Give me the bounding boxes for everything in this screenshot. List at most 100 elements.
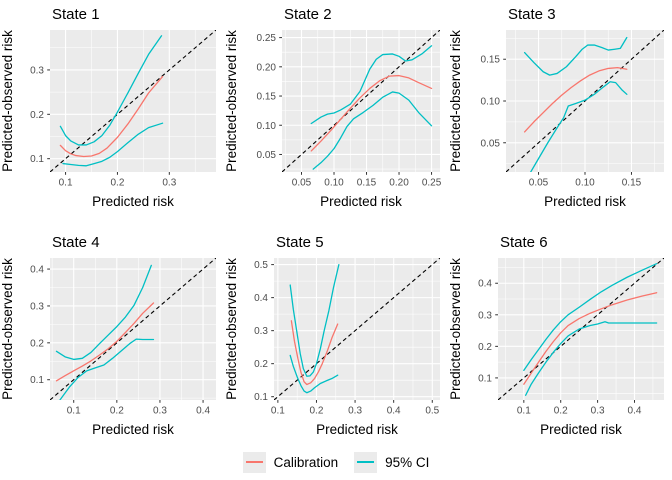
x-tick-label: 0.10	[324, 178, 344, 189]
x-tick-label: 0.2	[310, 406, 324, 417]
facet-panel: 0.05 0.10 0.15 0.20 0.25 0.05 0.10 0.15 0.20 0.25…	[224, 0, 448, 216]
y-axis-title: Predicted-observed risk	[448, 258, 463, 400]
x-tick-label: 0.3	[591, 406, 605, 417]
x-tick-label: 0.2	[110, 406, 124, 417]
gridlines	[498, 258, 664, 400]
x-tick-label: 0.4	[387, 406, 401, 417]
y-tick-label: 0.3	[478, 310, 492, 321]
x-tick-label: 0.05	[529, 178, 549, 189]
identity-reference-line	[506, 30, 664, 172]
x-axis-title: Predicted risk	[92, 194, 174, 209]
facet-title: State 4	[52, 234, 100, 251]
y-tick-label: 0.2	[478, 342, 492, 353]
x-tick-label: 0.1	[517, 406, 531, 417]
y-tick-label: 0.5	[254, 260, 268, 271]
x-axis-title: Predicted risk	[316, 422, 398, 437]
y-axis-title: Predicted-observed risk	[224, 258, 239, 400]
y-tick-label: 0.1	[30, 375, 44, 386]
x-axis-title: Predicted risk	[540, 422, 622, 437]
series-95-ci-lower	[312, 91, 433, 170]
facet-plot: 0.05 0.10 0.15 0.20 0.25 0.05 0.10 0.15 0.20 0.25…	[224, 6, 442, 209]
series-calibration	[523, 292, 658, 385]
x-axis-title: Predicted risk	[320, 194, 402, 209]
x-tick-label: 0.10	[575, 178, 595, 189]
y-tick-label: 0.25	[257, 33, 277, 44]
y-tick-label: 0.4	[254, 293, 268, 304]
legend-key-calibration	[242, 451, 266, 473]
facet-panel: 0.1 0.2 0.3 0.4 0.5 0.1 0.2 0.3 0.4 0.5 State 5 Pre…	[224, 228, 448, 444]
facet-grid: 0.1 0.2 0.3 0.1 0.2 0.3 State 1 Predicted risk P…	[0, 0, 672, 444]
y-tick-label: 0.4	[478, 279, 492, 290]
y-tick-label: 0.1	[254, 392, 268, 403]
x-axis-title: Predicted risk	[92, 422, 174, 437]
x-tick-label: 0.15	[622, 178, 642, 189]
x-tick-label: 0.4	[628, 406, 642, 417]
series-95-ci-upper	[289, 263, 340, 377]
y-tick-label: 0.3	[30, 301, 44, 312]
y-tick-label: 0.10	[481, 97, 501, 108]
facet-plot: 0.05 0.10 0.15 0.05 0.10 0.15 State 3 Predicted…	[448, 6, 664, 209]
y-tick-label: 0.15	[481, 55, 501, 66]
gridlines	[50, 30, 216, 172]
y-axis-title: Predicted-observed risk	[448, 30, 463, 172]
y-tick-label: 0.05	[257, 150, 277, 161]
x-tick-label: 0.1	[271, 406, 285, 417]
y-tick-label: 0.10	[257, 121, 277, 132]
y-tick-label: 0.05	[481, 138, 501, 149]
series-95-ci-lower	[59, 338, 155, 400]
facet-panel: 0.05 0.10 0.15 0.05 0.10 0.15 State 3 Predicted…	[448, 0, 672, 216]
x-axis-title: Predicted risk	[544, 194, 626, 209]
y-tick-label: 0.1	[30, 154, 44, 165]
y-tick-label: 0.2	[254, 359, 268, 370]
legend-key-ci	[354, 451, 378, 473]
series-95-ci-upper	[523, 36, 628, 76]
series-95-ci-lower	[289, 354, 339, 394]
identity-reference-line	[282, 30, 440, 172]
facet-plot: 0.1 0.2 0.3 0.1 0.2 0.3 State 1 Predicted risk P…	[0, 6, 216, 209]
y-axis-title: Predicted-observed risk	[0, 30, 15, 172]
calibration-line-swatch	[245, 461, 263, 463]
x-tick-label: 0.2	[554, 406, 568, 417]
facet-plot: 0.1 0.2 0.3 0.4 0.1 0.2 0.3 0.4 State 6 Predicted…	[448, 234, 664, 437]
facet-panel: 0.1 0.2 0.3 0.4 0.1 0.2 0.3 0.4 State 4 Predicted…	[0, 228, 224, 444]
legend-label-calibration: Calibration	[273, 454, 339, 470]
ci-line-swatch	[357, 461, 375, 463]
legend: Calibration 95% CI	[0, 444, 672, 480]
y-axis-title: Predicted-observed risk	[224, 30, 239, 172]
facet-panel: 0.1 0.2 0.3 0.4 0.1 0.2 0.3 0.4 State 6 Predicted…	[448, 228, 672, 444]
series-95-ci-upper	[523, 263, 658, 371]
series-calibration	[290, 320, 339, 386]
x-tick-label: 0.3	[348, 406, 362, 417]
x-tick-label: 0.15	[357, 178, 377, 189]
y-tick-label: 0.2	[30, 338, 44, 349]
gridlines	[282, 30, 440, 172]
facet-title: State 1	[52, 6, 100, 23]
series-95-ci-lower	[529, 81, 628, 172]
legend-item-ci: 95% CI	[354, 451, 429, 473]
series-95-ci-lower	[525, 321, 658, 396]
legend-item-calibration: Calibration	[242, 451, 339, 473]
facet-plot: 0.1 0.2 0.3 0.4 0.1 0.2 0.3 0.4 State 4 Predicted…	[0, 234, 216, 437]
identity-reference-line	[498, 258, 664, 400]
x-tick-label: 0.5	[425, 406, 439, 417]
series-95-ci-lower	[62, 122, 164, 167]
y-tick-label: 0.15	[257, 92, 277, 103]
identity-reference-line	[50, 30, 216, 172]
series-95-ci-upper	[310, 45, 433, 125]
y-tick-label: 0.3	[254, 326, 268, 337]
series-calibration	[523, 66, 628, 133]
x-tick-label: 0.2	[110, 178, 124, 189]
series-calibration	[310, 74, 433, 152]
x-tick-label: 0.05	[292, 178, 312, 189]
facet-plot: 0.1 0.2 0.3 0.4 0.5 0.1 0.2 0.3 0.4 0.5 State 5 Pre…	[224, 234, 440, 437]
y-tick-label: 0.4	[30, 265, 44, 276]
y-tick-label: 0.2	[30, 110, 44, 121]
facet-title: State 5	[276, 234, 324, 251]
series-calibration	[55, 302, 155, 382]
x-tick-label: 0.1	[67, 406, 81, 417]
x-tick-label: 0.25	[422, 178, 442, 189]
facet-panel: 0.1 0.2 0.3 0.1 0.2 0.3 State 1 Predicted risk P…	[0, 0, 224, 216]
identity-reference-line	[50, 258, 216, 400]
series-95-ci-upper	[59, 35, 163, 146]
